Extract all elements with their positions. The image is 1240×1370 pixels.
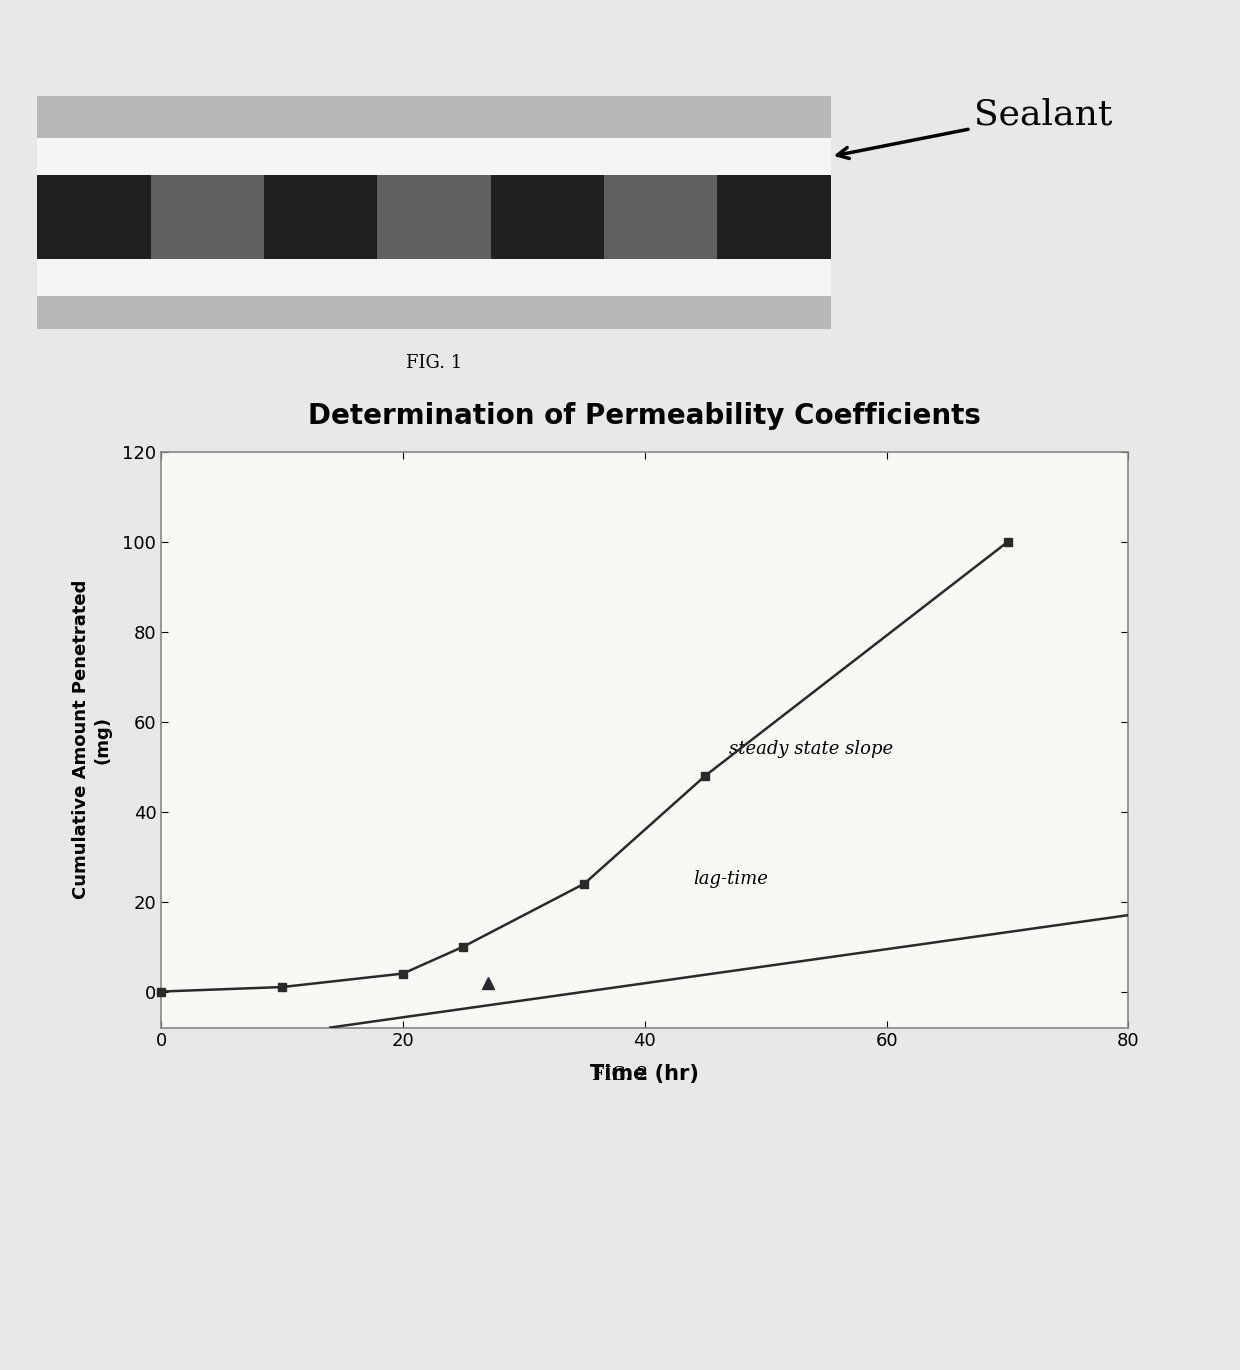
Bar bbox=[37, 259, 831, 296]
Text: FIG. 1: FIG. 1 bbox=[405, 353, 463, 373]
Text: FIG. 2: FIG. 2 bbox=[591, 1066, 649, 1085]
X-axis label: Time (hr): Time (hr) bbox=[590, 1064, 699, 1084]
Bar bbox=[718, 175, 831, 259]
Y-axis label: Cumulative Amount Penetrated
(mg): Cumulative Amount Penetrated (mg) bbox=[72, 580, 112, 900]
Bar bbox=[37, 296, 831, 329]
Bar bbox=[491, 175, 604, 259]
Text: steady state slope: steady state slope bbox=[729, 740, 894, 758]
Bar bbox=[37, 138, 831, 175]
Title: Determination of Permeability Coefficients: Determination of Permeability Coefficien… bbox=[309, 403, 981, 430]
Bar bbox=[37, 96, 831, 138]
Bar bbox=[264, 175, 377, 259]
Bar bbox=[377, 175, 491, 259]
Bar bbox=[604, 175, 718, 259]
Text: Sealant: Sealant bbox=[837, 97, 1112, 159]
Bar bbox=[150, 175, 264, 259]
Text: lag-time: lag-time bbox=[693, 870, 768, 888]
Bar bbox=[37, 175, 150, 259]
